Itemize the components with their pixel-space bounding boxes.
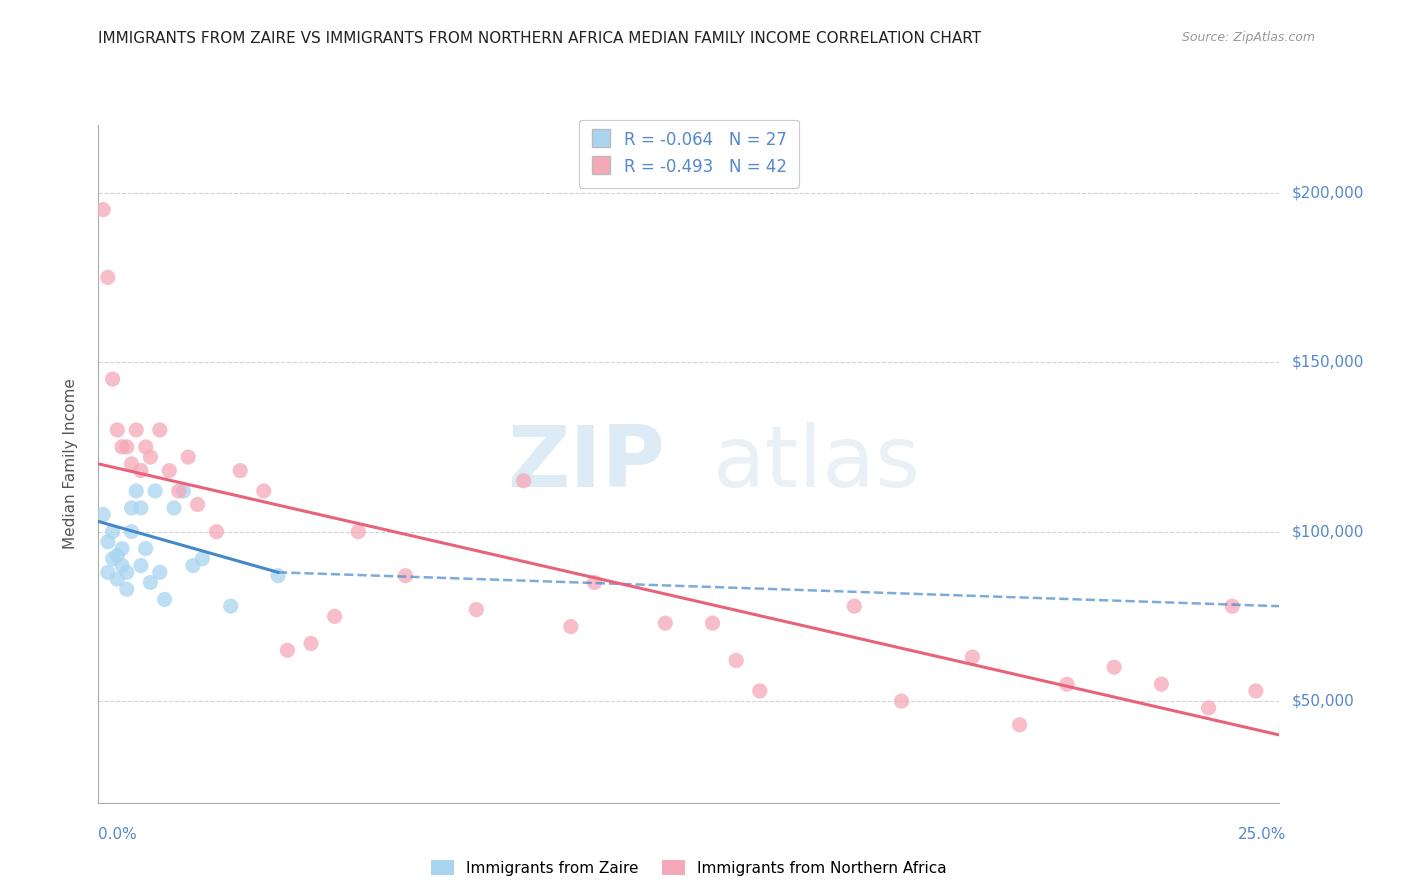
Point [844,599,866,614]
Point [97,534,120,549]
Point [323,609,346,624]
Point [129,558,152,573]
Point [101,524,124,539]
Point [129,464,152,478]
Point [219,599,242,614]
Point [1244,684,1267,698]
Point [1056,677,1078,691]
Point [105,572,128,586]
Point [253,483,276,498]
Point [465,602,488,616]
Text: $100,000: $100,000 [1291,524,1364,539]
Text: atlas: atlas [713,422,921,506]
Text: 0.0%: 0.0% [98,827,138,841]
Point [229,464,252,478]
Point [560,619,582,633]
Point [121,500,143,515]
Point [167,483,190,498]
Point [149,566,172,580]
Point [115,566,138,580]
Point [299,636,322,650]
Point [135,440,157,454]
Point [111,440,134,454]
Point [135,541,157,556]
Text: ZIP: ZIP [508,422,665,506]
Point [1102,660,1125,674]
Point [890,694,912,708]
Text: 25.0%: 25.0% [1239,827,1286,841]
Point [97,270,120,285]
Point [583,575,606,590]
Point [1150,677,1173,691]
Point [97,566,120,580]
Point [1008,718,1031,732]
Point [143,483,166,498]
Point [105,549,128,563]
Point [91,508,114,522]
Point [115,440,138,454]
Point [101,551,124,566]
Text: Source: ZipAtlas.com: Source: ZipAtlas.com [1181,31,1315,45]
Point [149,423,172,437]
Point [654,616,676,631]
Point [347,524,370,539]
Point [101,372,124,386]
Point [512,474,534,488]
Point [267,568,290,582]
Point [115,582,138,597]
Point [1198,701,1220,715]
Point [181,558,204,573]
Y-axis label: Median Family Income: Median Family Income [63,378,77,549]
Point [276,643,298,657]
Point [111,558,134,573]
Point [111,541,134,556]
Point [172,483,194,498]
Point [187,498,209,512]
Text: $150,000: $150,000 [1291,355,1364,369]
Point [153,592,176,607]
Point [105,423,128,437]
Text: $50,000: $50,000 [1291,694,1354,708]
Point [91,202,114,217]
Point [157,464,180,478]
Point [394,568,416,582]
Point [129,500,152,515]
Point [702,616,724,631]
Point [139,450,162,464]
Point [125,423,148,437]
Point [121,524,143,539]
Point [177,450,200,464]
Point [125,483,148,498]
Point [139,575,162,590]
Text: IMMIGRANTS FROM ZAIRE VS IMMIGRANTS FROM NORTHERN AFRICA MEDIAN FAMILY INCOME CO: IMMIGRANTS FROM ZAIRE VS IMMIGRANTS FROM… [98,31,981,46]
Point [121,457,143,471]
Text: $200,000: $200,000 [1291,186,1364,200]
Point [748,684,770,698]
Point [1220,599,1243,614]
Point [191,551,214,566]
Legend: R = -0.064   N = 27, R = -0.493   N = 42: R = -0.064 N = 27, R = -0.493 N = 42 [579,120,799,187]
Point [205,524,228,539]
Point [725,653,748,667]
Point [163,500,186,515]
Point [962,650,984,665]
